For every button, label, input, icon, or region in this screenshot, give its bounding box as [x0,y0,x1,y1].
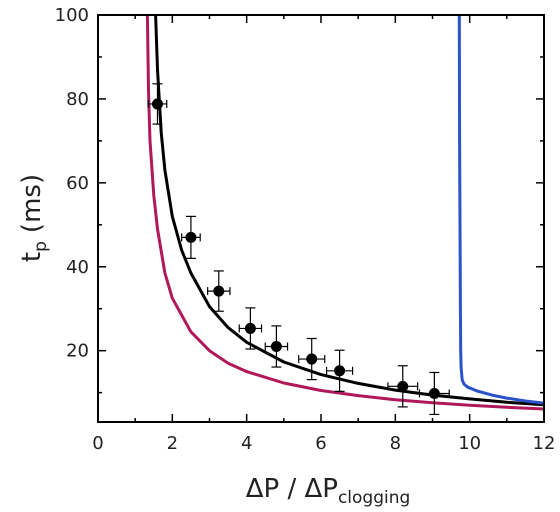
data-point-9 [418,371,450,416]
model-curve-1 [154,15,544,407]
data-point-marker [185,231,197,243]
data-point-1 [147,83,168,125]
data-marks [147,83,450,416]
data-point-marker [334,365,346,377]
model-curve-2 [145,15,544,411]
data-point-4 [238,307,263,350]
y-tick-label: 80 [66,89,89,110]
axes: 0 2 4 6 8 10 12 20 40 60 80 100 [55,5,556,454]
data-point-5 [264,325,289,368]
data-point-2 [181,215,201,259]
y-tick-label: 100 [55,5,89,26]
data-point-8 [387,365,419,408]
plot-frame [97,14,545,423]
data-point-marker [428,387,440,399]
x-tick-label: 6 [315,433,326,454]
plot-area [145,15,544,411]
x-tick-label: 0 [92,433,103,454]
data-point-marker [213,285,225,297]
x-tick-label: 2 [167,433,178,454]
y-tick-label: 60 [66,173,89,194]
model-curves [145,15,544,411]
data-point-3 [207,270,231,312]
x-tick-label: 12 [533,433,556,454]
data-point-marker [151,98,163,110]
x-tick-label: 8 [390,433,401,454]
y-tick-label: 20 [66,341,89,362]
y-axis-label: tp(ms) [17,174,51,262]
data-point-7 [325,349,354,392]
model-curve-3 [457,15,544,405]
data-point-marker [270,340,282,352]
data-point-marker [397,380,409,392]
y-tick-label: 40 [66,257,89,278]
x-tick-label: 10 [458,433,481,454]
x-tick-label: 4 [241,433,252,454]
x-axis-label: ΔP / ΔPclogging [246,474,411,508]
data-point-6 [298,337,326,381]
data-point-marker [244,322,256,334]
data-point-marker [306,353,318,365]
